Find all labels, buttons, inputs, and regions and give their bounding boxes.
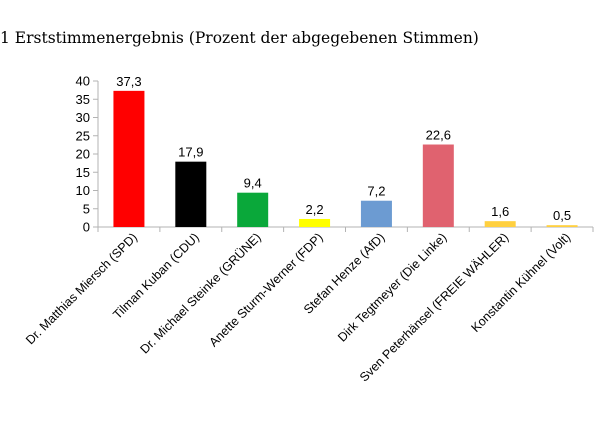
category-label-8: Konstantin Kühnel (Volt): [468, 230, 573, 335]
data-label-8: 0,5: [553, 208, 571, 223]
data-label-2: 17,9: [178, 145, 203, 160]
category-label-1: Dr. Matthias Miersch (SPD): [23, 230, 140, 347]
data-label-6: 22,6: [426, 128, 451, 143]
data-label-5: 7,2: [367, 184, 385, 199]
y-tick-label: 5: [83, 201, 90, 216]
y-tick-label: 10: [76, 183, 90, 198]
chart-title: 1 Erststimmenergebnis (Prozent der abgeg…: [0, 29, 479, 47]
bar-7: [484, 221, 516, 227]
y-tick-label: 0: [83, 220, 90, 235]
category-label-6: Dirk Tegtmeyer (Die Linke): [335, 230, 449, 344]
y-tick-label: 40: [76, 74, 90, 89]
bar-2: [175, 161, 207, 227]
bar-5: [360, 200, 392, 227]
data-label-3: 9,4: [244, 176, 262, 191]
category-label-3: Dr. Michael Steinke (GRÜNE): [138, 230, 264, 356]
bar-1: [113, 90, 145, 227]
y-tick-label: 35: [76, 92, 90, 107]
category-label-4: Anette Sturm-Werner (FDP): [206, 230, 325, 349]
bar-6: [422, 144, 454, 227]
data-label-4: 2,2: [306, 202, 324, 217]
y-tick-label: 15: [76, 165, 90, 180]
y-tick-label: 20: [76, 147, 90, 162]
data-label-7: 1,6: [491, 204, 509, 219]
bar-8: [546, 225, 578, 227]
y-tick-label: 30: [76, 110, 90, 125]
bar-3: [237, 192, 269, 227]
y-tick-label: 25: [76, 128, 90, 143]
bar-4: [299, 218, 331, 227]
data-label-1: 37,3: [116, 74, 141, 89]
